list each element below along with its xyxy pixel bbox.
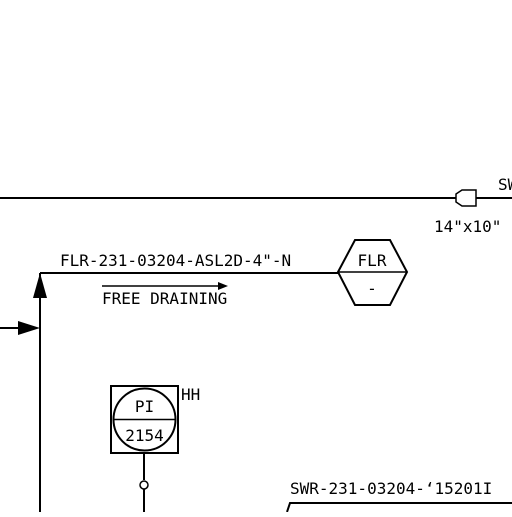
swr-line-label: SWR-231-03204-‘15201I bbox=[290, 479, 492, 498]
reducer-size-label: 14"x10" bbox=[434, 217, 501, 236]
top-line-label: SW bbox=[498, 175, 512, 194]
pi-tag-top-text: PI bbox=[135, 397, 154, 416]
pi-tag-bottom-text: 2154 bbox=[125, 426, 164, 445]
flr-line-label: FLR-231-03204-ASL2D-4"-N bbox=[60, 251, 291, 270]
free-draining-arrowhead-icon bbox=[218, 282, 228, 290]
pi-tap-icon bbox=[139, 480, 149, 490]
flr-tag-top-text: FLR bbox=[358, 251, 387, 270]
incoming-flow-arrow-icon bbox=[18, 321, 40, 335]
swr-line bbox=[286, 502, 512, 513]
upward-flow-arrow-icon bbox=[33, 273, 47, 298]
flr-tag-bottom-text: - bbox=[367, 279, 377, 298]
reducer-icon bbox=[455, 189, 477, 207]
free-draining-label: FREE DRAINING bbox=[102, 289, 227, 308]
pi-alarm-text: HH bbox=[181, 385, 200, 404]
